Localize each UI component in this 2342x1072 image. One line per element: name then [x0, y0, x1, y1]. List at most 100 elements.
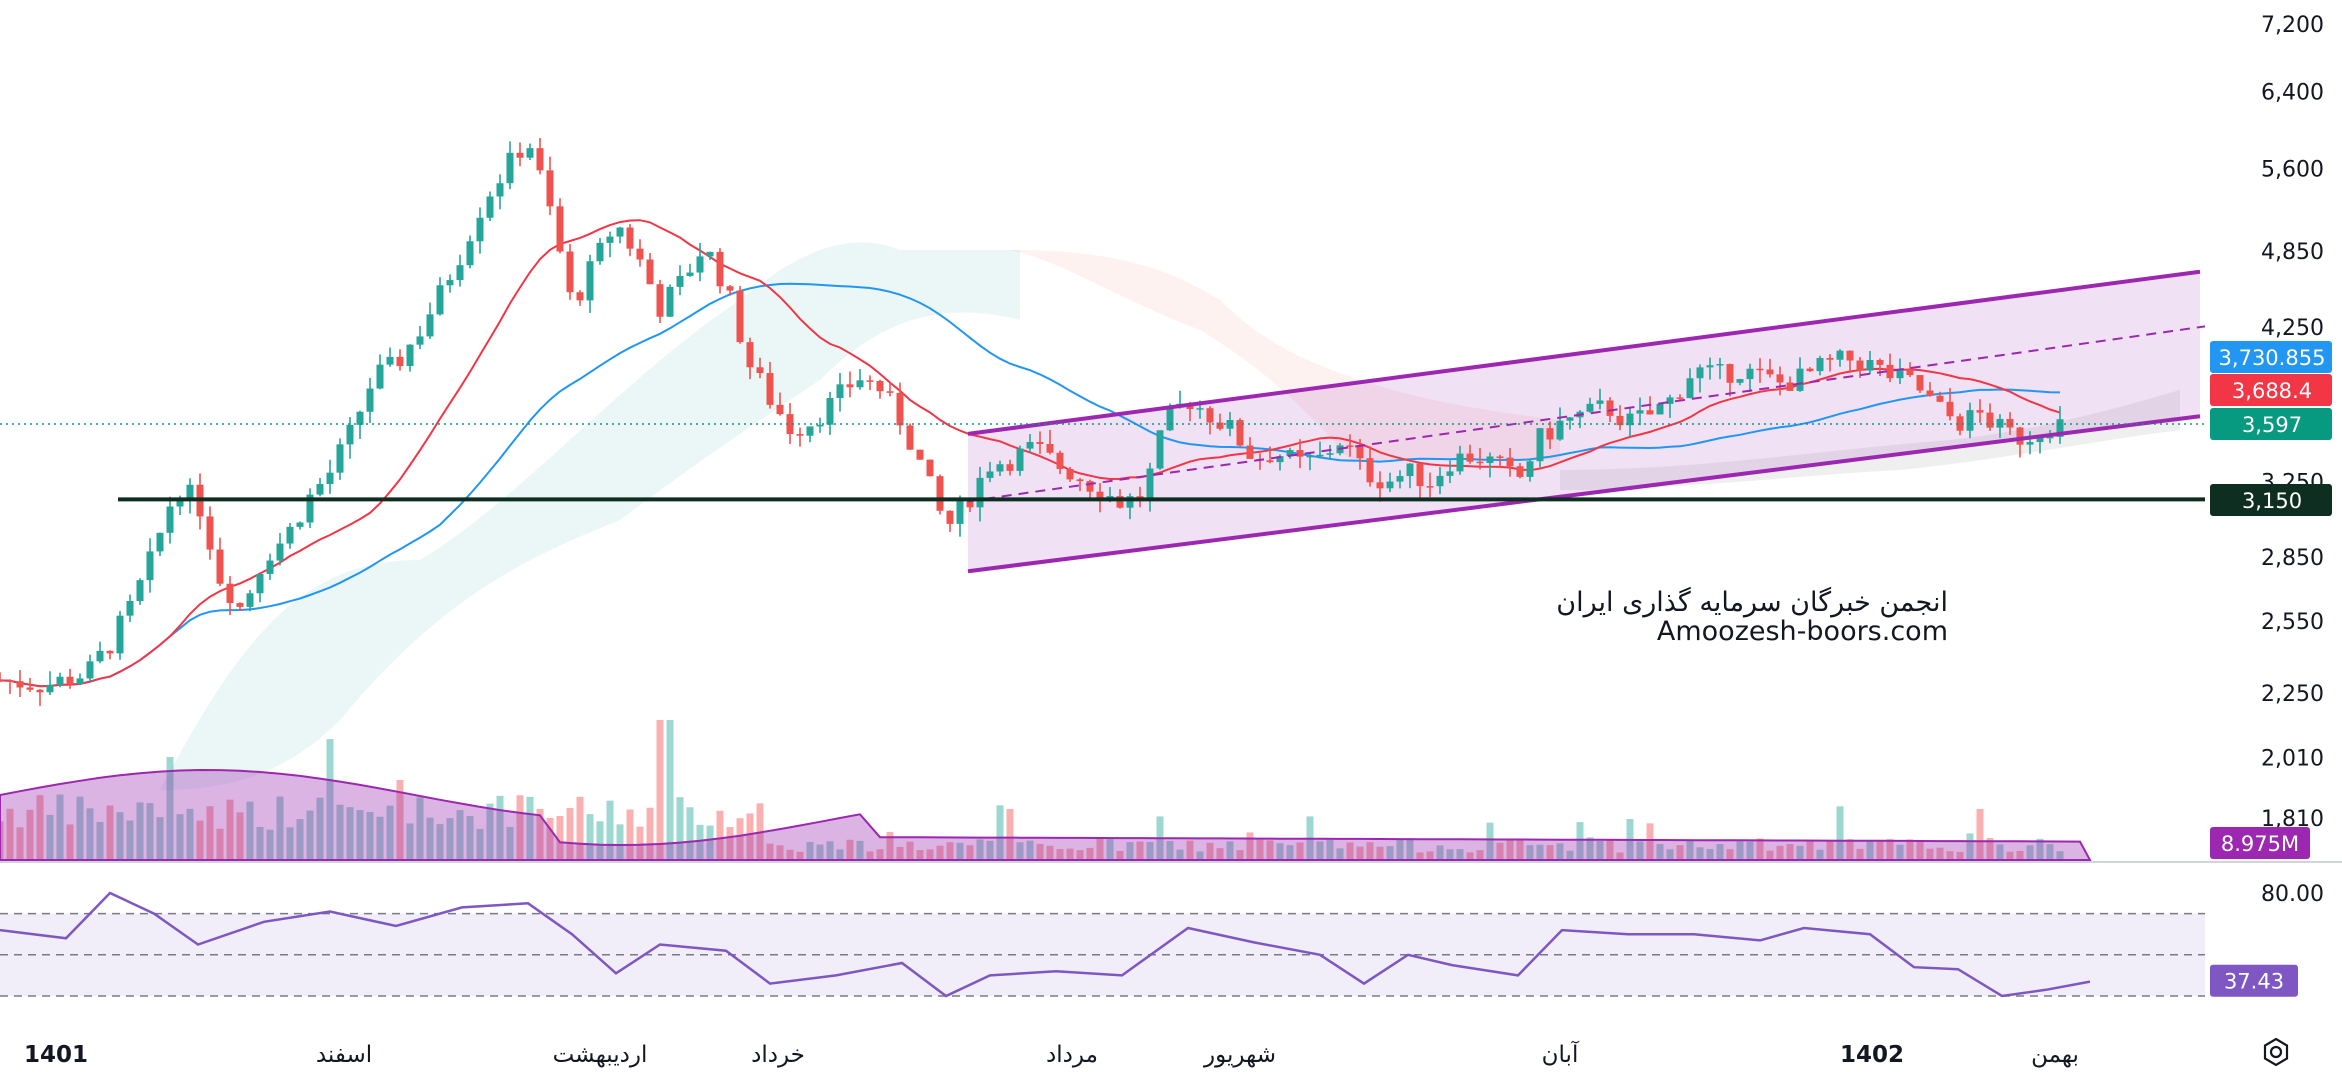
volume-bar	[676, 797, 684, 860]
candle-body	[1086, 481, 1094, 492]
volume-bar	[2016, 850, 2024, 860]
volume-bar	[396, 779, 404, 860]
candle-body	[1756, 368, 1764, 371]
volume-bar	[116, 812, 124, 860]
volume-bar	[1686, 839, 1694, 860]
candle-body	[1846, 350, 1854, 361]
candle-body	[1966, 410, 1974, 431]
candle-body	[1286, 450, 1294, 457]
candle-body	[666, 286, 674, 317]
volume-bar	[646, 807, 654, 860]
candle-body	[326, 472, 334, 484]
volume-bar	[1406, 838, 1414, 860]
candle-body	[86, 661, 94, 679]
candle-body	[1796, 368, 1804, 391]
candle-body	[1246, 445, 1254, 459]
volume-bar	[916, 850, 924, 860]
volume-bar	[1806, 840, 1814, 860]
channel-upper-line[interactable]	[967, 269, 2201, 436]
candle-body	[496, 183, 504, 197]
candle-body	[1616, 415, 1624, 426]
candle-body	[1896, 369, 1904, 379]
price-tick-label: 5,600	[2261, 158, 2324, 183]
candle-body	[336, 444, 344, 473]
volume-bar	[576, 796, 584, 860]
channel-lower-line[interactable]	[967, 414, 2201, 574]
volume-bar	[1266, 840, 1274, 860]
volume-bar	[1716, 844, 1724, 860]
volume-bar	[656, 720, 664, 860]
candle-body	[1026, 441, 1034, 449]
candle-body	[456, 265, 464, 281]
volume-bar	[1516, 839, 1524, 860]
candle-body	[1036, 441, 1044, 444]
candle-body	[1056, 452, 1064, 469]
volume-bar	[866, 851, 874, 860]
price-tick-label: 6,400	[2261, 81, 2324, 106]
candle-body	[246, 593, 254, 607]
volume-bar	[466, 815, 474, 860]
candle-body	[1236, 420, 1244, 446]
settings-icon[interactable]	[2263, 1037, 2289, 1067]
volume-bar	[406, 823, 414, 860]
candle-body	[756, 367, 764, 374]
volume-bar	[1276, 843, 1284, 860]
candle-body	[106, 650, 114, 654]
volume-bar	[356, 810, 364, 860]
candle-body	[466, 241, 474, 266]
candle-body	[1006, 464, 1014, 471]
candle-body	[746, 342, 754, 368]
candle-body	[626, 227, 634, 249]
candle-body	[2026, 442, 2034, 445]
volume-bar	[1916, 840, 1924, 860]
volume-bar	[1036, 843, 1044, 860]
volume-bar	[1416, 852, 1424, 860]
volume-bar	[1226, 841, 1234, 860]
volume-bar	[476, 828, 484, 860]
candle-body	[556, 206, 564, 252]
candle-body	[1956, 416, 1964, 431]
volume-bar	[626, 809, 634, 860]
channel-middle-line[interactable]	[967, 325, 2206, 503]
volume-bar	[246, 801, 254, 860]
candle-body	[396, 356, 404, 367]
volume-bar	[1556, 843, 1564, 860]
candle-body	[446, 280, 454, 286]
candle-body	[766, 373, 774, 405]
volume-bar	[1976, 808, 1984, 860]
volume-bar	[1696, 847, 1704, 860]
time-axis[interactable]: 1401 اسفند اردیبهشت خرداد مرداد شهریور آبان 140…	[24, 1040, 2079, 1068]
candle-body	[696, 256, 704, 273]
candle-body	[1306, 455, 1314, 458]
volume-bar	[1836, 806, 1844, 860]
candle-body	[1536, 428, 1544, 462]
volume-bar	[196, 820, 204, 860]
time-tick-label: 1402	[1840, 1042, 1904, 1068]
candle-body	[1146, 468, 1154, 499]
volume-bar	[936, 845, 944, 860]
volume-bar	[386, 805, 394, 860]
candle-body	[146, 551, 154, 581]
volume-average-area	[0, 768, 2092, 861]
volume-bar	[126, 820, 134, 860]
candle-body	[976, 477, 984, 508]
time-tick-label: خرداد	[751, 1042, 805, 1068]
volume-bar	[106, 805, 114, 860]
volume-bar	[856, 840, 864, 860]
candle-body	[1016, 448, 1024, 471]
candle-body	[46, 684, 54, 693]
volume-bar	[1426, 851, 1434, 860]
volume-tag-label: 8.975M	[2221, 832, 2299, 856]
volume-bar	[536, 808, 544, 860]
candle-body	[1586, 403, 1594, 412]
candle-body	[1866, 360, 1874, 371]
candle-body	[116, 615, 124, 654]
candle-body	[726, 286, 734, 291]
volume-bar	[1256, 839, 1264, 860]
volume-bar	[1586, 837, 1594, 860]
volume-bar	[1326, 839, 1334, 860]
volume-bar	[436, 824, 444, 860]
volume-bar	[1886, 839, 1894, 860]
volume-bar	[956, 842, 964, 860]
